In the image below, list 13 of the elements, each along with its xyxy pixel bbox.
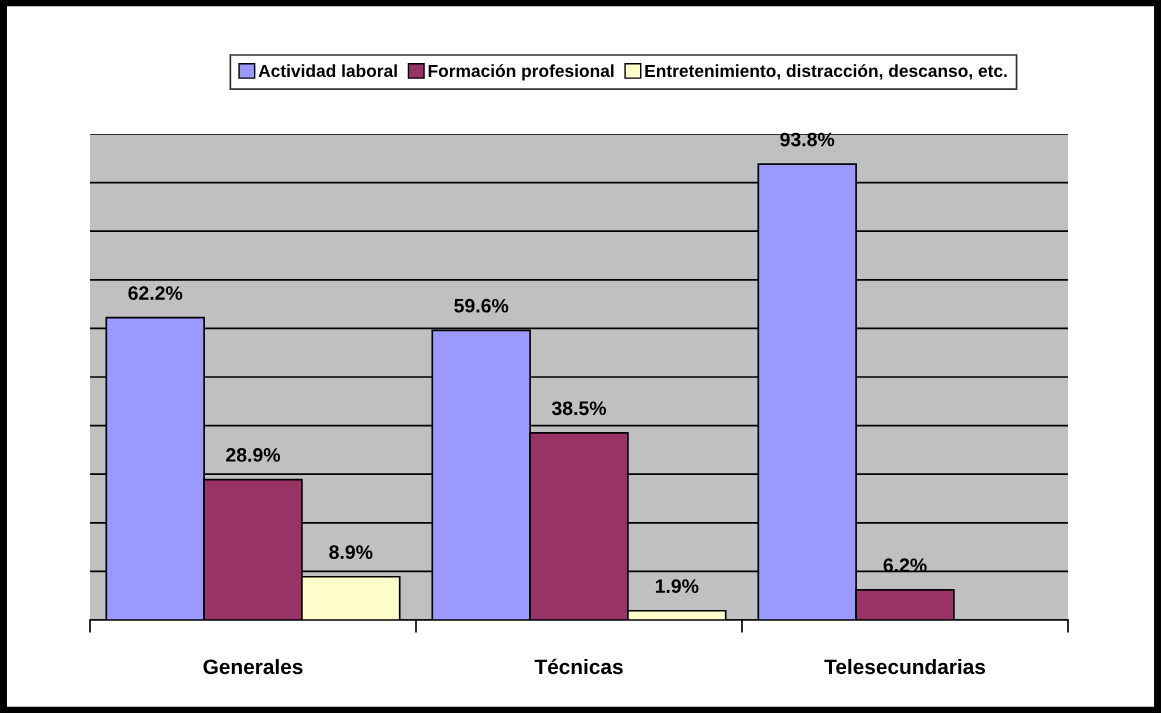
legend-label: Formación profesional [428, 64, 614, 81]
data-label: 28.9% [226, 448, 281, 462]
x-tick-label: Telesecundarias [824, 658, 986, 675]
data-label: 1.9% [655, 579, 699, 594]
legend-label: Entretenimiento, distracción, descanso, etc. [645, 64, 1007, 80]
data-label: 38.5% [551, 401, 607, 416]
x-tick-label: Generales [203, 658, 303, 675]
data-label: 62.2% [128, 286, 183, 300]
data-label: 93.8% [780, 132, 835, 147]
x-tick-label: Técnicas [534, 658, 623, 675]
data-label: 8.9% [329, 545, 373, 560]
legend-label: Actividad laboral [258, 64, 397, 78]
data-label: 59.6% [454, 298, 509, 313]
